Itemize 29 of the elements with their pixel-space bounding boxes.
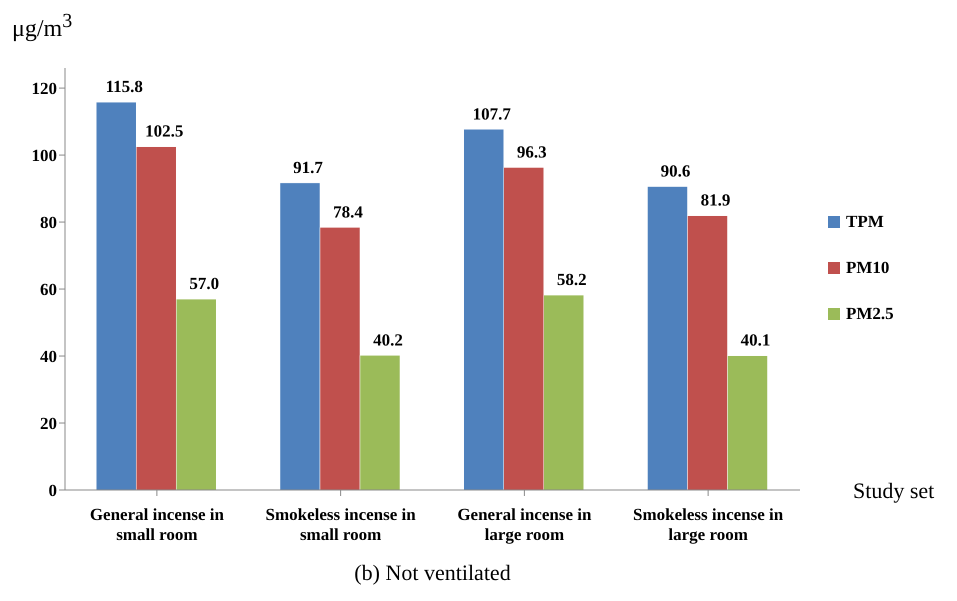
data-label: 91.7 xyxy=(293,158,324,177)
data-label: 58.2 xyxy=(556,270,587,290)
data-label: 107.7 xyxy=(472,104,512,124)
text: (b) Not ventilated xyxy=(353,560,512,586)
y-tick-label: 120 xyxy=(32,79,57,98)
x-tick-label: Smokeless incense in small room xyxy=(266,505,416,544)
data-label: 90.6 xyxy=(660,162,690,181)
y-tick-label: 80 xyxy=(40,213,57,232)
legend-label: PM2.5 xyxy=(846,303,894,325)
y-tick-label: 0 xyxy=(48,481,57,500)
data-label: 40.2 xyxy=(373,330,403,350)
data-label: 78.4 xyxy=(333,202,364,222)
data-label: 96.3 xyxy=(516,142,547,162)
data-label: 40.1 xyxy=(740,330,770,350)
data-label: 102.5 xyxy=(145,122,184,141)
legend-label: TPM xyxy=(846,211,884,233)
data-label: 57.0 xyxy=(189,274,220,294)
legend-label: PM10 xyxy=(846,257,890,279)
y-axis-title: μg/m$^{3}$ xyxy=(12,10,72,42)
y-tick-label: 40 xyxy=(40,347,57,366)
y-tick-label: 20 xyxy=(40,414,57,434)
y-tick-label: 60 xyxy=(40,280,57,300)
data-label: 115.8 xyxy=(106,77,143,96)
x-axis-title: Study set xyxy=(853,478,934,504)
y-tick-label: 100 xyxy=(32,146,57,166)
x-tick-label: General incense in small room xyxy=(90,505,224,544)
x-tick-label: General incense in large room xyxy=(457,505,592,544)
data-label: 81.9 xyxy=(700,190,730,210)
x-tick-label: Smokeless incense in large room xyxy=(633,505,784,544)
